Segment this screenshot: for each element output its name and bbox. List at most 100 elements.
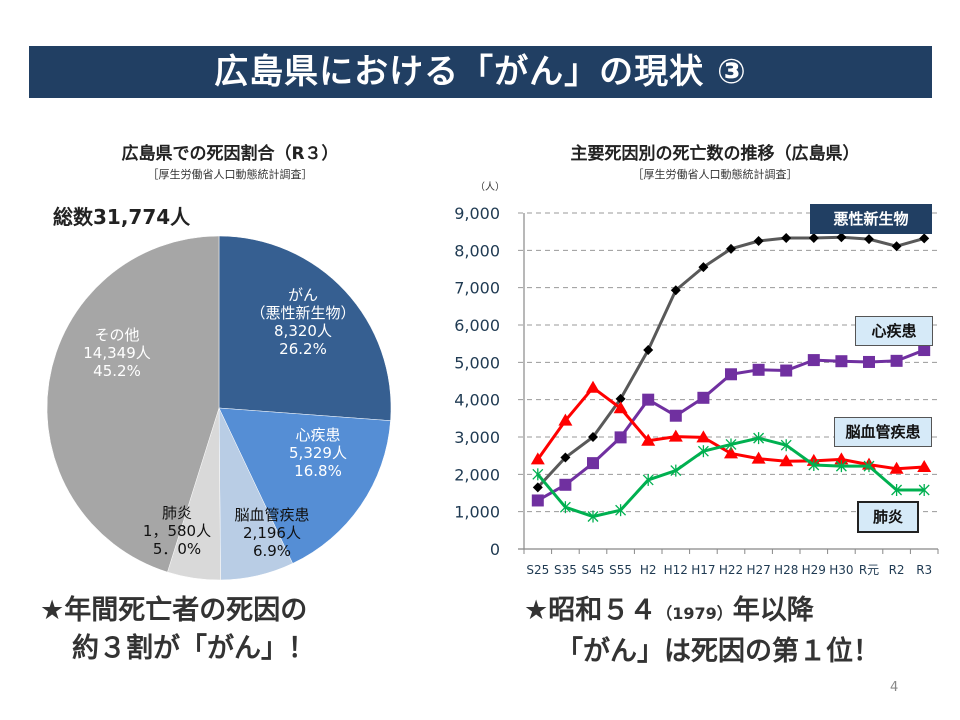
pie-label-name: がん [288, 286, 318, 304]
data-point [531, 494, 544, 507]
data-point [889, 461, 904, 474]
data-point [670, 285, 681, 296]
note-right-line1-c: 年以降 [732, 595, 814, 626]
data-point [588, 432, 598, 442]
x-tick-label: S35 [554, 563, 577, 577]
x-tick-label: R元 [859, 563, 879, 577]
data-point [752, 363, 765, 376]
data-point [643, 345, 654, 356]
data-point [697, 445, 709, 458]
data-point [532, 468, 544, 481]
pie-label-count: 5,329人 [289, 444, 347, 462]
data-point [668, 429, 683, 442]
note-right-line1-b: （1979） [656, 604, 733, 623]
data-point [587, 457, 599, 470]
pie-label-percent: 26.2% [279, 340, 327, 358]
data-point [836, 232, 847, 243]
data-point [587, 510, 599, 523]
note-left: ★年間死亡者の死因の 約３割が「がん」！ [40, 592, 315, 668]
y-tick-label: 8,000 [454, 241, 500, 260]
callout-heart-disease: 心疾患 [855, 316, 933, 346]
data-point [725, 368, 737, 381]
callout-pneumonia: 肺炎 [857, 501, 919, 533]
data-point [698, 262, 709, 273]
line-chart-source: ［厚生労働省人口動態統計調査］ [632, 168, 798, 181]
pie-label-count: 2,196人 [243, 524, 301, 542]
pie-label-name: その他 [94, 326, 139, 344]
y-tick-label: 9,000 [454, 204, 500, 223]
x-tick-label: H30 [829, 563, 853, 577]
data-point [918, 344, 931, 357]
data-point [780, 364, 793, 377]
data-point [696, 430, 711, 443]
data-point [753, 432, 765, 445]
data-point [890, 354, 903, 367]
data-point [697, 391, 710, 404]
data-point [641, 433, 656, 446]
x-tick-label: H28 [774, 563, 798, 577]
pie-label-percent: 5．0% [153, 540, 201, 558]
x-tick-label: H29 [802, 563, 826, 577]
pie-label-name: 脳血管疾患 [234, 506, 309, 524]
x-tick-label: H12 [664, 563, 688, 577]
x-tick-label: H17 [691, 563, 715, 577]
data-point [781, 233, 792, 244]
data-point [669, 409, 682, 422]
data-point [834, 452, 849, 465]
data-point [863, 460, 875, 473]
y-tick-label: 4,000 [454, 391, 500, 410]
data-point [532, 482, 543, 493]
y-tick-label: 6,000 [454, 316, 500, 335]
y-axis-unit: （人） [475, 181, 505, 193]
pie-label-count: 14,349人 [83, 344, 151, 362]
note-right: ★昭和５４（1979）年以降 「がん」は死因の第１位！ [524, 592, 880, 671]
data-point [615, 504, 627, 517]
note-left-line2: 約３割が「がん」！ [72, 633, 315, 664]
line-chart-title: 主要死因別の死亡数の推移（広島県） [570, 144, 860, 164]
pie-total-label: 総数31,774人 [53, 205, 191, 229]
x-tick-label: R3 [916, 563, 932, 577]
data-point [751, 451, 766, 464]
pie-label-count: 1，580人 [143, 522, 211, 540]
pie-chart-source: ［厚生労働省人口動態統計調査］ [147, 168, 313, 181]
data-point [560, 452, 571, 463]
data-point [724, 446, 738, 459]
note-right-line2: 「がん」は死因の第１位！ [556, 636, 880, 667]
data-point [780, 439, 792, 452]
data-point [642, 393, 655, 406]
x-tick-label: S25 [526, 563, 549, 577]
page-title: 広島県における「がん」の現状 ③ [29, 46, 932, 98]
y-tick-label: 2,000 [454, 465, 500, 484]
data-point [725, 438, 737, 451]
callout-cancer: 悪性新生物 [810, 204, 932, 234]
line-chart: （人） 0 1,000 2,000 3,000 4,000 5,000 6,000 7,000 8… [454, 181, 939, 577]
note-right-line1-a: ★昭和５４ [524, 595, 657, 626]
pie-chart-title: 広島県での死因割合（R３） [121, 144, 339, 164]
data-point [642, 473, 654, 486]
x-tick-label: S45 [582, 563, 605, 577]
data-point [779, 454, 794, 467]
data-point [835, 460, 847, 473]
x-tick-label: R2 [889, 563, 905, 577]
x-tick-label: H27 [746, 563, 770, 577]
y-tick-label: 3,000 [454, 428, 500, 447]
data-point [863, 355, 875, 368]
pie-label-name: 肺炎 [162, 504, 192, 522]
pie-label-percent: 6.9% [253, 542, 291, 560]
data-point [530, 452, 545, 465]
data-point [559, 478, 572, 491]
data-point [670, 464, 682, 477]
pie-label-count: 8,320人 [274, 322, 332, 340]
data-point [613, 401, 628, 414]
pie-slice [218, 235, 392, 421]
pie-slice [218, 407, 391, 564]
x-tick-label: H2 [640, 563, 657, 577]
y-tick-label: 0 [490, 540, 500, 559]
data-point [808, 233, 819, 244]
y-tick-label: 7,000 [454, 279, 500, 298]
pie-slice [46, 235, 220, 573]
data-point [864, 234, 874, 245]
pie-label-name: 心疾患 [295, 426, 340, 444]
data-point [918, 484, 930, 497]
